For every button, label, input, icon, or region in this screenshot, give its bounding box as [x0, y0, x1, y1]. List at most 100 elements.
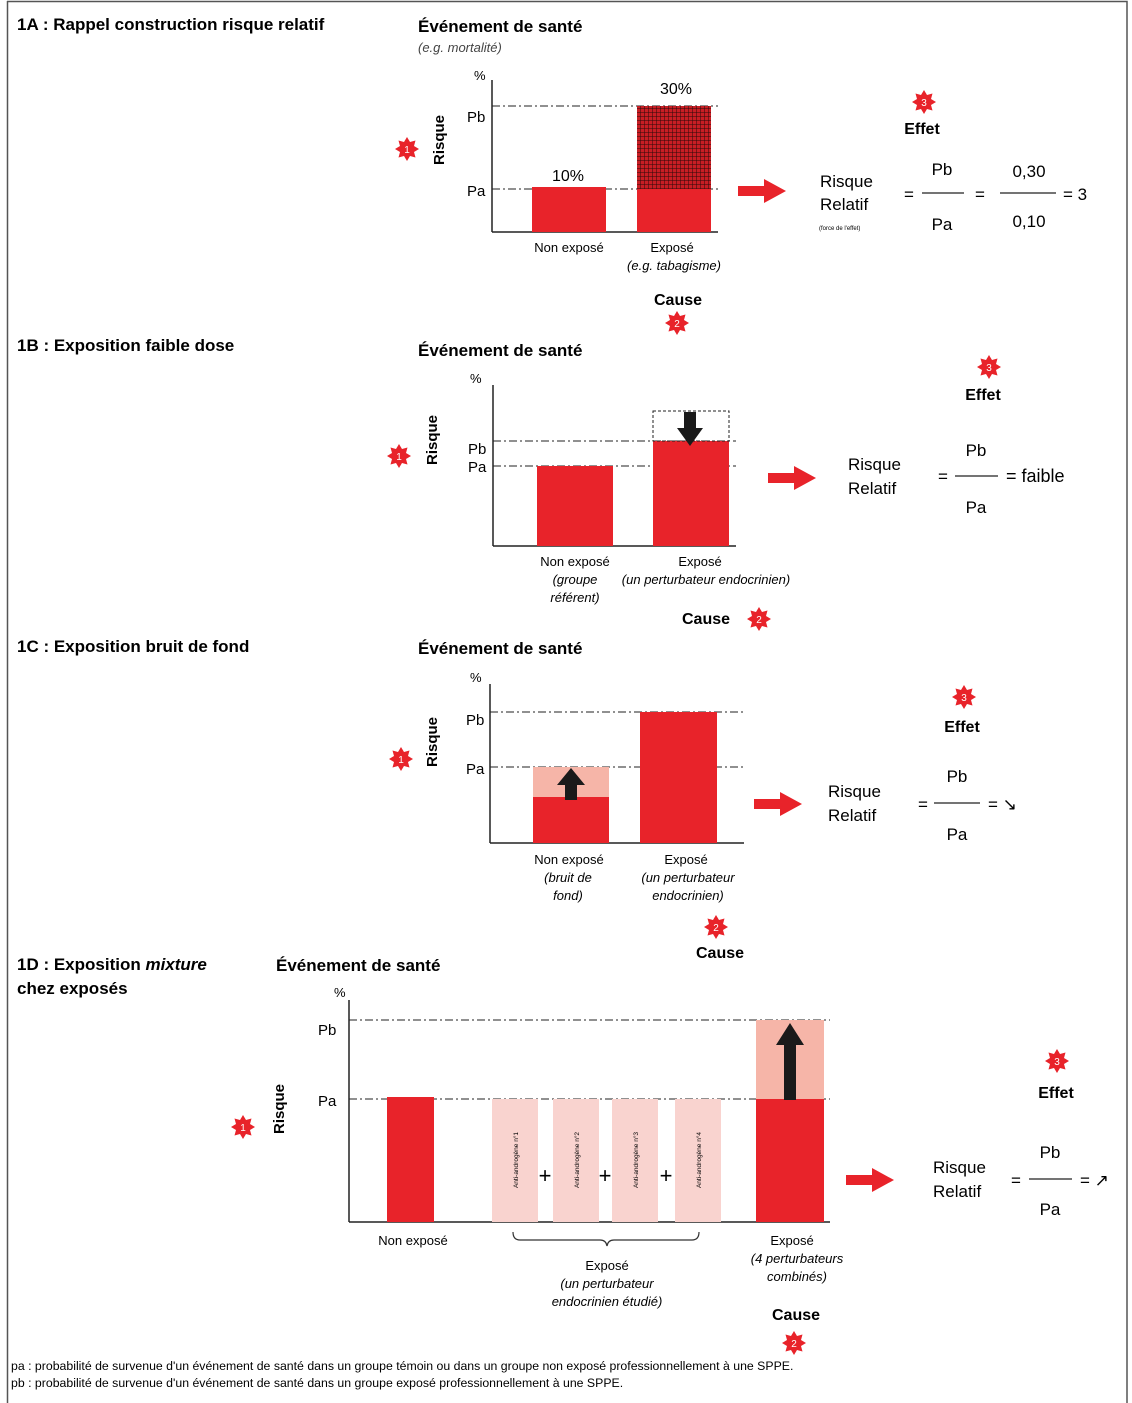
- panel-1c: 1C : Exposition bruit de fond Événement …: [17, 637, 1017, 962]
- bar-expose-expected-outline: [652, 410, 730, 442]
- anti-androgen-3-label: Anti-androgène n°3: [632, 1132, 640, 1188]
- bar-anti-androgen-1: [492, 1099, 538, 1222]
- bar-non-expose: [537, 466, 613, 546]
- denominator-pa: Pa: [1040, 1200, 1061, 1219]
- x-label-expose-group: Exposé: [585, 1258, 628, 1273]
- bar-anti-androgen-2: [553, 1099, 599, 1222]
- badge-1-number: 1: [398, 755, 404, 766]
- frame-top-right: [7, 0, 1128, 1403]
- axis-unit: %: [474, 68, 486, 83]
- bar-anti-androgen-4: [675, 1099, 721, 1222]
- equals: =: [938, 467, 948, 486]
- panel-1d-title-line2: chez exposés: [17, 979, 128, 998]
- cause-label: Cause: [696, 945, 744, 962]
- result-value: = ↘: [988, 795, 1017, 814]
- bar-non-expose: [387, 1097, 434, 1222]
- badge-1-number: 1: [404, 145, 410, 156]
- panel-1d: 1D : Exposition mixture chez exposés Évé…: [17, 955, 1109, 1355]
- bar-expose-excess: [637, 106, 711, 189]
- effet-label: Effet: [1038, 1085, 1074, 1102]
- effet-label: Effet: [904, 121, 940, 138]
- x-label-expose: Exposé: [678, 554, 721, 569]
- pa-tick: Pa: [468, 459, 487, 476]
- numerator-pb: Pb: [1040, 1143, 1061, 1162]
- rr-line-2: Relatif: [933, 1182, 981, 1201]
- equals-2: =: [975, 185, 985, 204]
- result-value: = ↗: [1080, 1171, 1109, 1190]
- axis-unit: %: [470, 670, 482, 685]
- event-title: Événement de santé: [418, 639, 582, 658]
- x-label-non-expose-sub2: fond): [553, 888, 583, 903]
- bar-expose: [653, 441, 729, 546]
- down-arrow-icon: [677, 412, 703, 446]
- denominator-value: 0,10: [1012, 212, 1045, 231]
- effet-label: Effet: [965, 387, 1001, 404]
- bar-label-30: 30%: [660, 81, 692, 98]
- rr-line-1: Risque: [828, 782, 881, 801]
- event-subtitle: (e.g. mortalité): [418, 40, 502, 55]
- red-arrow-icon: [768, 466, 816, 490]
- rr-line-2: Relatif: [820, 195, 868, 214]
- y-axis-label: Risque: [424, 717, 441, 767]
- red-arrow-icon: [738, 179, 786, 203]
- rr-line-2: Relatif: [828, 806, 876, 825]
- x-label-non-expose-sub1: (groupe: [553, 572, 598, 587]
- up-arrow-icon: [557, 768, 585, 800]
- anti-androgen-1-label: Anti-androgène n°1: [512, 1132, 520, 1188]
- x-label-expose-group-sub1: (un perturbateur: [560, 1276, 654, 1291]
- bar-expose-combined: [756, 1099, 824, 1222]
- badge-2-number: 2: [791, 1339, 797, 1350]
- axis-unit: %: [334, 985, 346, 1000]
- group-brace: [512, 1231, 700, 1247]
- bar-anti-androgen-3: [612, 1099, 658, 1222]
- result-value: = 3: [1063, 185, 1087, 204]
- rr-note: (force de l'effet): [819, 226, 860, 232]
- pb-tick: Pb: [467, 109, 485, 126]
- badge-3-number: 3: [961, 693, 967, 704]
- anti-androgen-4-label: Anti-androgène n°4: [695, 1132, 703, 1188]
- denominator-pa: Pa: [947, 825, 968, 844]
- footnote-pa: pa : probabilité de survenue d'un événem…: [11, 1359, 793, 1373]
- badge-1-number: 1: [240, 1123, 246, 1134]
- x-label-non-expose: Non exposé: [534, 240, 603, 255]
- rr-line-2: Relatif: [848, 479, 896, 498]
- equals: =: [918, 795, 928, 814]
- panel-1c-title: 1C : Exposition bruit de fond: [17, 637, 249, 656]
- panel-1b-title: 1B : Exposition faible dose: [17, 336, 234, 355]
- effet-label: Effet: [944, 719, 980, 736]
- numerator-pb: Pb: [947, 767, 968, 786]
- cause-label: Cause: [682, 611, 730, 628]
- rr-line-1: Risque: [848, 455, 901, 474]
- badge-2-number: 2: [713, 923, 719, 934]
- pa-tick: Pa: [318, 1093, 337, 1110]
- y-axis-label: Risque: [431, 115, 448, 165]
- equals-1: =: [904, 185, 914, 204]
- plus-1: +: [539, 1163, 552, 1188]
- x-label-expose-combined-sub1: (4 perturbateurs: [751, 1251, 844, 1266]
- equals: =: [1011, 1171, 1021, 1190]
- numerator-pb: Pb: [966, 441, 987, 460]
- plus-3: +: [660, 1163, 673, 1188]
- pb-tick: Pb: [318, 1022, 336, 1039]
- x-label-expose: Exposé: [664, 852, 707, 867]
- x-label-expose: Exposé: [650, 240, 693, 255]
- numerator-value: 0,30: [1012, 162, 1045, 181]
- event-title: Événement de santé: [418, 341, 582, 360]
- bar-expose-base: [637, 189, 711, 232]
- cause-label: Cause: [772, 1307, 820, 1324]
- panel-1a-title: 1A : Rappel construction risque relatif: [17, 15, 325, 34]
- badge-3-number: 3: [986, 363, 992, 374]
- x-label-non-expose: Non exposé: [378, 1233, 447, 1248]
- badge-2-number: 2: [674, 319, 680, 330]
- x-label-expose-sub1: (un perturbateur: [641, 870, 735, 885]
- footnote-pb: pb : probabilité de survenue d'un événem…: [11, 1376, 623, 1390]
- x-label-expose-sub: (un perturbateur endocrinien): [622, 572, 790, 587]
- x-label-expose-combined: Exposé: [770, 1233, 813, 1248]
- pa-tick: Pa: [467, 183, 486, 200]
- bar-non-expose: [533, 797, 609, 843]
- event-title: Événement de santé: [418, 17, 582, 36]
- rr-line-1: Risque: [933, 1158, 986, 1177]
- bar-expose: [640, 712, 717, 843]
- numerator-pb: Pb: [932, 160, 953, 179]
